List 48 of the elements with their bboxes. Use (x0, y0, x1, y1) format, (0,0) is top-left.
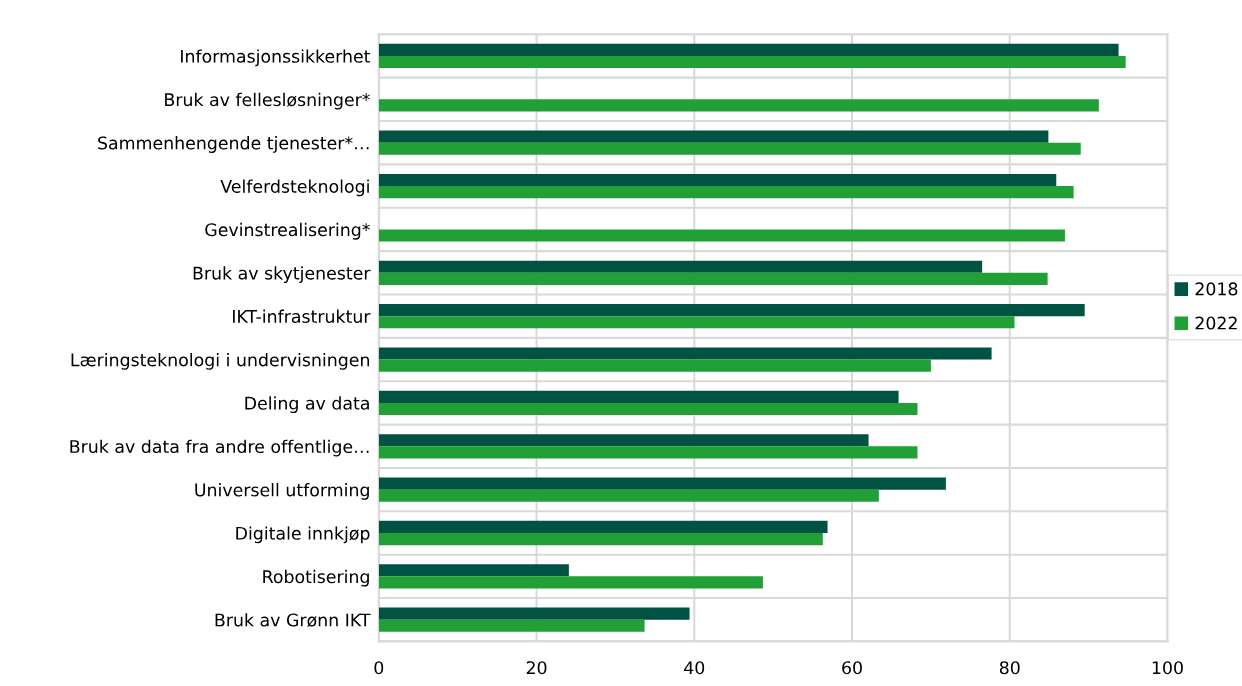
bar (378, 99, 1099, 112)
bar (378, 434, 869, 447)
y-tick-label: Informasjonssikkerhet (181, 49, 371, 67)
bar (378, 229, 1065, 242)
bar (378, 316, 1015, 329)
bar (378, 489, 879, 502)
bar (378, 142, 1081, 155)
bar (378, 347, 992, 360)
x-tick-label: 40 (684, 661, 705, 675)
bar (378, 619, 645, 632)
bar (378, 564, 569, 577)
x-tick-label: 20 (526, 661, 547, 675)
bar (378, 173, 1057, 187)
bar (378, 576, 763, 589)
y-tick-label: Bruk av data fra andre offentlige… (70, 439, 369, 457)
y-tick-label: Sammenhengende tjenester*… (98, 136, 369, 153)
bar (378, 359, 931, 372)
y-tick-label: IKT-infrastruktur (233, 309, 371, 324)
y-tick-label: Universell utforming (195, 483, 369, 500)
bar (378, 607, 690, 620)
legend-label: 2022 (1195, 316, 1237, 330)
y-tick-label: Bruk av skytjenester (193, 266, 371, 284)
y-tick-label: Digitale innkjøp (236, 526, 370, 544)
bar (378, 533, 823, 546)
legend-label: 2018 (1195, 282, 1238, 296)
y-tick-label: Læringsteknologi i undervisningen (71, 352, 369, 370)
y-tick-label: Robotisering (263, 569, 369, 587)
bar (378, 260, 983, 273)
bar (378, 43, 1119, 56)
x-tick-label: 80 (999, 661, 1020, 675)
x-tick-label: 0 (374, 661, 384, 675)
bar (378, 130, 1049, 143)
bar (378, 477, 946, 490)
bar (378, 402, 918, 416)
x-tick-label: 60 (842, 661, 862, 675)
y-tick-label: Velferdsteknologi (220, 179, 369, 197)
y-tick-label: Bruk av fellesløsninger* (165, 92, 370, 110)
bar (378, 390, 899, 403)
bar (378, 55, 1126, 69)
bar (378, 446, 918, 459)
x-tick-label: 100 (1152, 661, 1183, 675)
bar (378, 272, 1048, 285)
y-tick-label: Gevinstrealisering* (205, 222, 370, 240)
bar (378, 304, 1085, 317)
bar (378, 186, 1074, 199)
bar (378, 520, 828, 533)
y-tick-label: Bruk av Grønn IKT (215, 613, 371, 628)
y-tick-label: Deling av data (245, 396, 369, 414)
